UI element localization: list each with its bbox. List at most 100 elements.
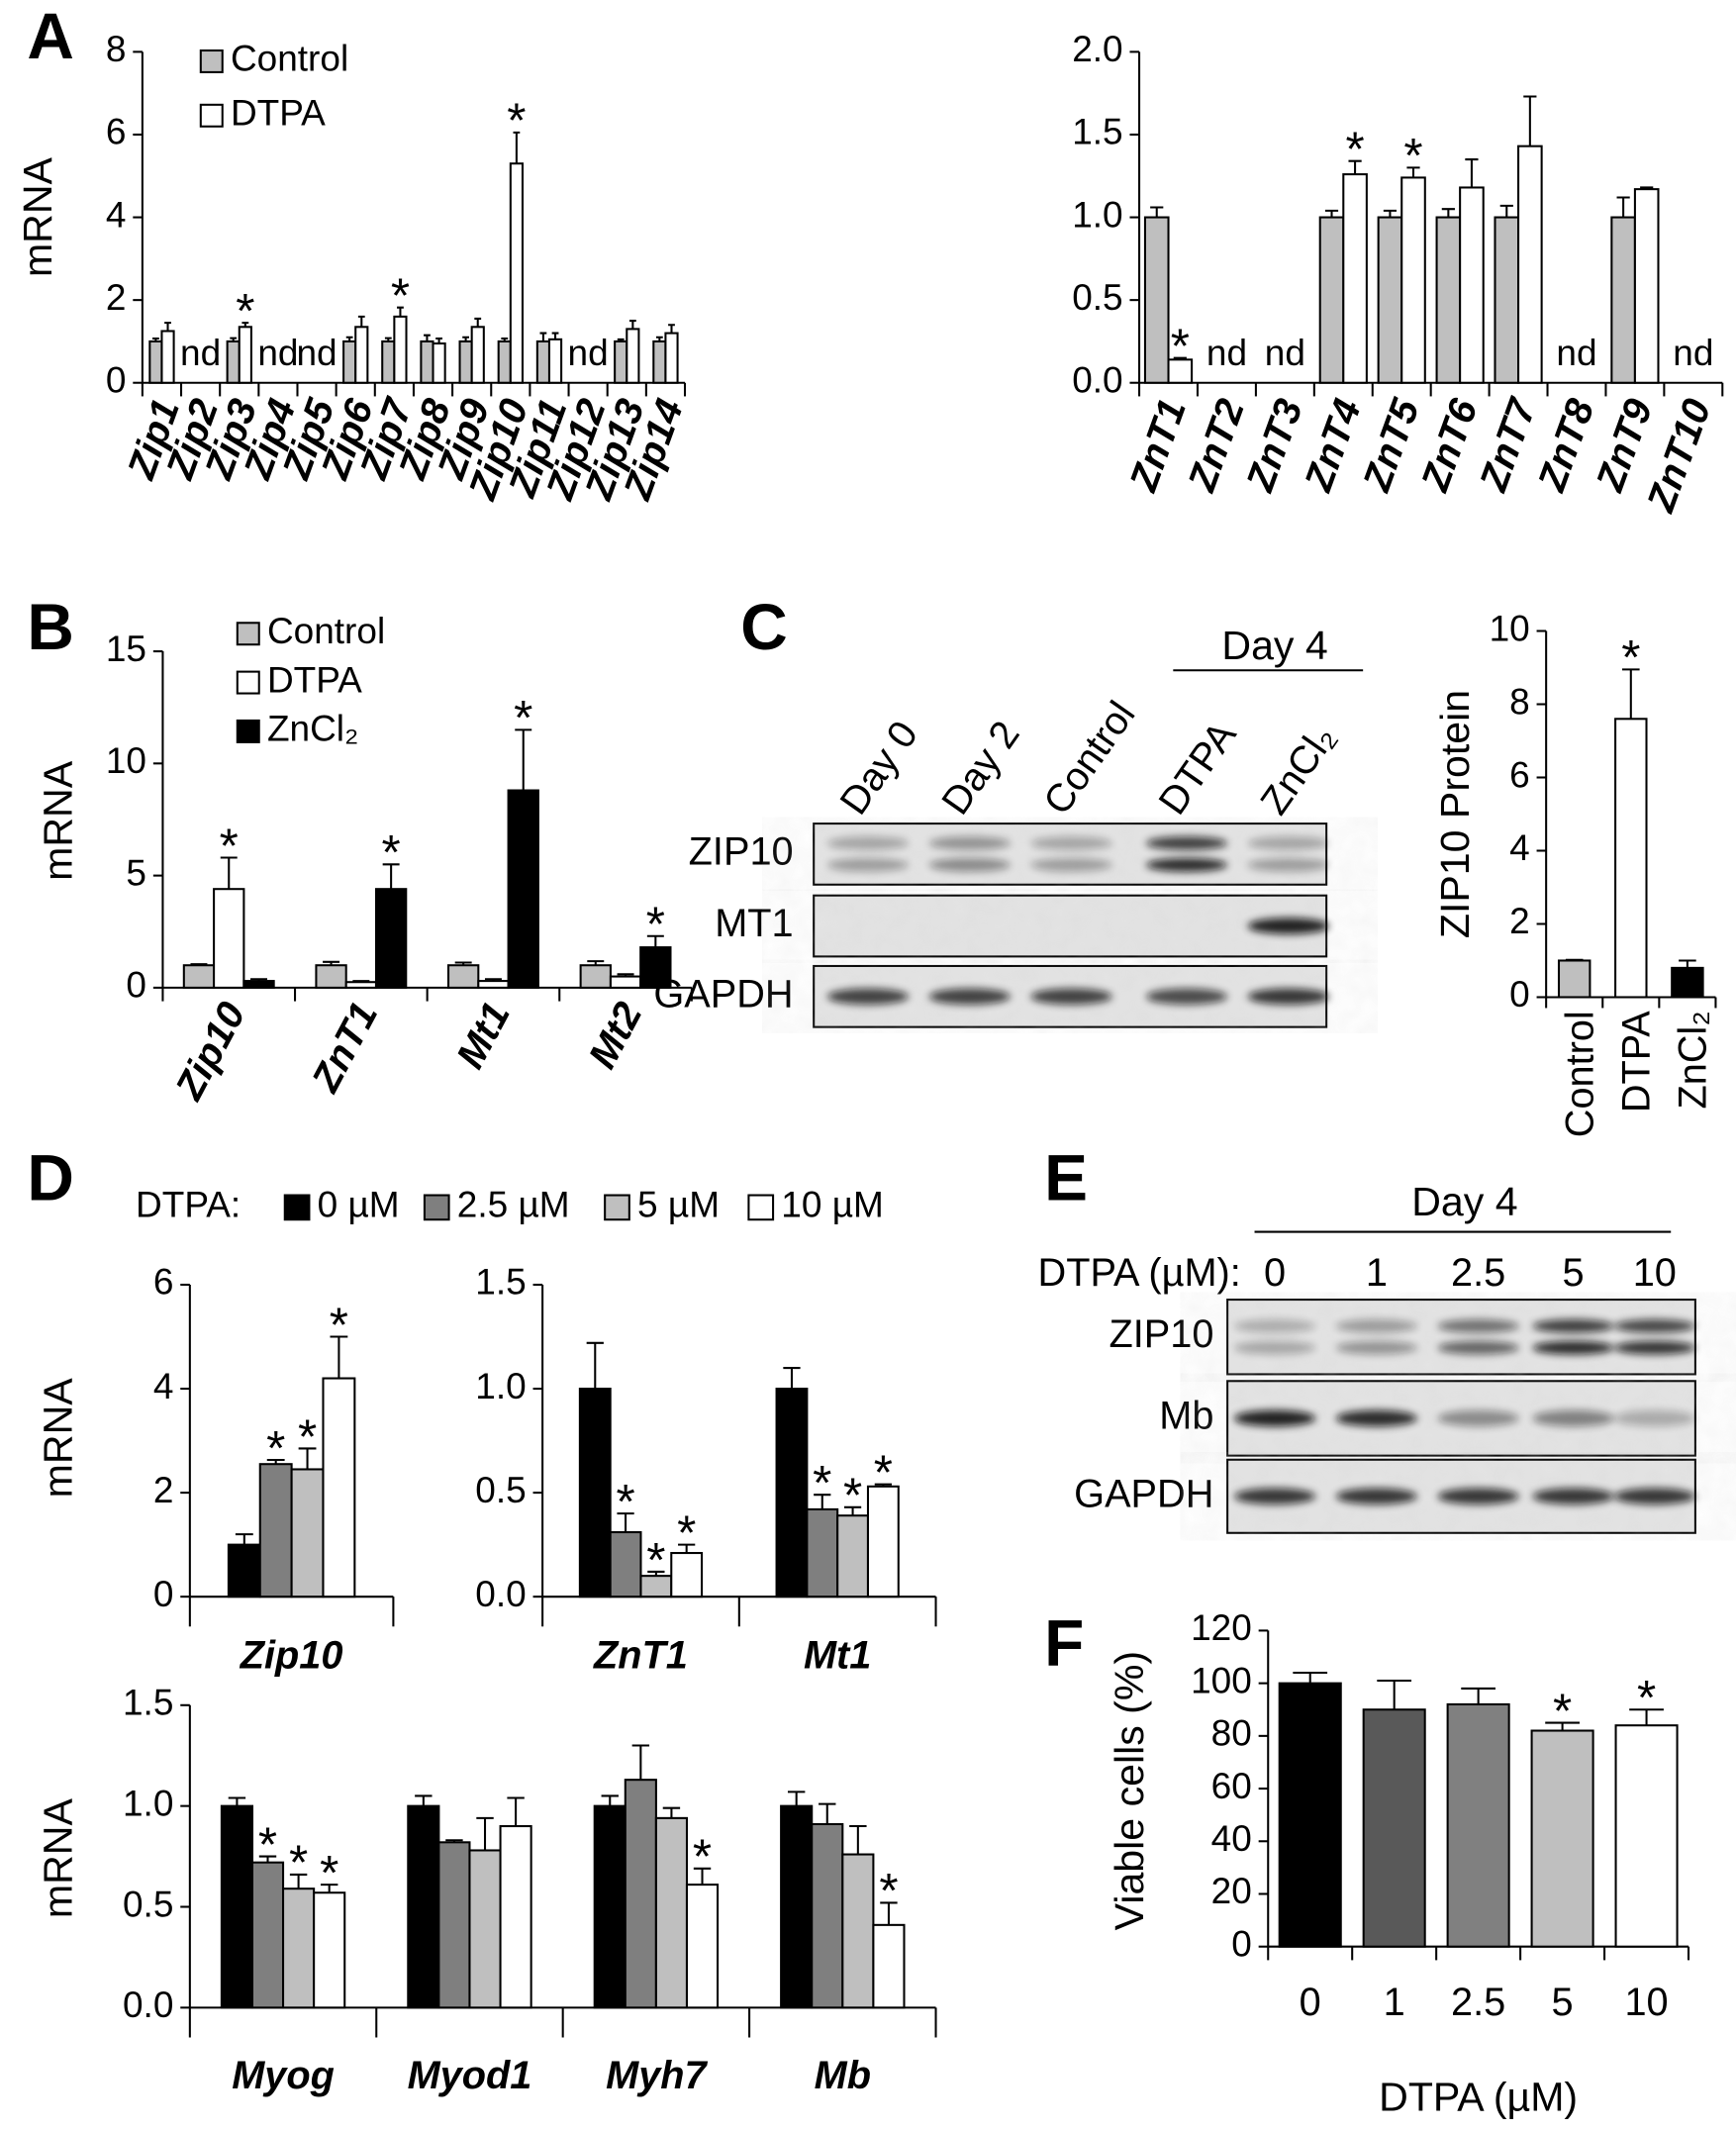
error-bar (190, 963, 208, 966)
bar (609, 1530, 642, 1598)
chart: 0 5 10 15 mRNA Zip10 * ZnT1 * Mt1 * Mt2 * Control DTPA… (36, 611, 693, 1108)
bar (220, 1804, 253, 2009)
y-tick-label: 1.5 (1072, 112, 1122, 152)
bar (1342, 173, 1368, 384)
blot-group-label: Day 4 (1411, 1179, 1517, 1224)
bar (242, 980, 275, 989)
significance-label: * (289, 1836, 308, 1890)
error-bar (1383, 209, 1398, 218)
significance-label: * (1171, 319, 1190, 373)
y-tick-label: 0 (153, 1574, 174, 1614)
blot-band (1437, 1318, 1519, 1333)
error-bar (484, 978, 502, 982)
blot-band (928, 988, 1011, 1006)
error-bar (258, 1855, 277, 1863)
blot-lane-label: 0 (1264, 1251, 1286, 1295)
bar (381, 339, 396, 384)
error-bar (445, 1839, 463, 1843)
nd-label: nd (180, 333, 221, 373)
bar (806, 1507, 839, 1598)
y-tick-label: 1.0 (1072, 194, 1122, 235)
bar (1671, 966, 1704, 999)
y-tick-label: 2 (106, 277, 127, 318)
error-bar (1640, 186, 1654, 190)
bar (407, 1804, 440, 2009)
error-bar (330, 1335, 348, 1379)
bar (1377, 216, 1403, 384)
error-bar (1324, 209, 1339, 218)
error-bar (462, 336, 470, 341)
legend-swatch (747, 1194, 775, 1221)
bar (1494, 216, 1520, 384)
legend-swatch (283, 1194, 311, 1221)
bar (872, 1923, 906, 2009)
blot-band (928, 858, 1011, 872)
bar (437, 1841, 471, 2009)
y-tick-label: 100 (1191, 1660, 1252, 1700)
bar (497, 339, 512, 384)
blot-band (1532, 1318, 1614, 1333)
x-tick-label: 2.5 (1451, 1981, 1505, 2024)
error-bar (551, 332, 559, 339)
y-tick-label: 1.0 (475, 1366, 526, 1406)
significance-label: * (693, 1830, 712, 1885)
significance-label: * (258, 1817, 277, 1872)
x-tick-label: Zip10 (167, 996, 254, 1108)
error-bar (454, 961, 472, 966)
blot-band (826, 836, 910, 850)
error-bar (266, 1458, 285, 1465)
error-bar (787, 1791, 806, 1806)
bar (624, 1779, 657, 2009)
blot-band (1145, 858, 1228, 872)
blot-row-label: ZIP10 (1109, 1312, 1213, 1356)
error-bar (1406, 166, 1420, 178)
blot-lane-label: 1 (1366, 1251, 1388, 1295)
significance-label: * (382, 825, 401, 880)
bar (535, 339, 551, 384)
error-bar (1441, 208, 1455, 218)
error-bar (397, 306, 404, 317)
blot-band (1247, 836, 1329, 850)
y-tick-label: 80 (1211, 1713, 1252, 1754)
significance-label: * (266, 1421, 285, 1476)
error-bar (617, 1512, 634, 1533)
error-bar (601, 1794, 619, 1806)
error-bar (628, 320, 636, 330)
blot-band (1145, 836, 1228, 850)
blot-row-label: Mb (1159, 1394, 1213, 1437)
error-bar (631, 1744, 650, 1781)
error-bar (228, 1796, 246, 1806)
blot-texture (814, 823, 1327, 885)
error-bar (164, 322, 171, 332)
legend-swatch (423, 1194, 450, 1221)
y-tick-label: 40 (1211, 1818, 1252, 1859)
blot-band (1233, 1318, 1316, 1333)
blot-lane-label: Day 0 (831, 714, 926, 823)
y-tick-label: 4 (106, 194, 127, 235)
error-bar (647, 1570, 665, 1577)
significance-label: * (514, 691, 532, 745)
error-bar (1293, 1671, 1328, 1684)
bar (579, 964, 612, 989)
x-tick-label: Myod1 (408, 2054, 532, 2097)
blot-lane-label: 2.5 (1451, 1251, 1505, 1295)
bar (866, 1485, 900, 1598)
bar (593, 1804, 627, 2009)
significance-label: * (330, 1298, 348, 1352)
blot-band (1335, 1340, 1417, 1355)
error-bar (819, 1802, 836, 1824)
panel-label: E (1044, 1141, 1088, 1214)
bar (258, 1463, 293, 1598)
blot-band (1247, 858, 1329, 872)
significance-label: * (391, 268, 410, 323)
bar (393, 315, 408, 384)
error-bar (250, 978, 268, 982)
legend-label: Control (231, 39, 348, 79)
y-tick-label: 0 (1509, 974, 1530, 1015)
x-tick-label: 5 (1552, 1981, 1574, 2024)
error-bar (230, 337, 238, 341)
error-bar (587, 960, 605, 966)
y-tick-label: 5 (126, 852, 146, 893)
bar (654, 1816, 689, 2009)
bar (841, 1853, 875, 2009)
